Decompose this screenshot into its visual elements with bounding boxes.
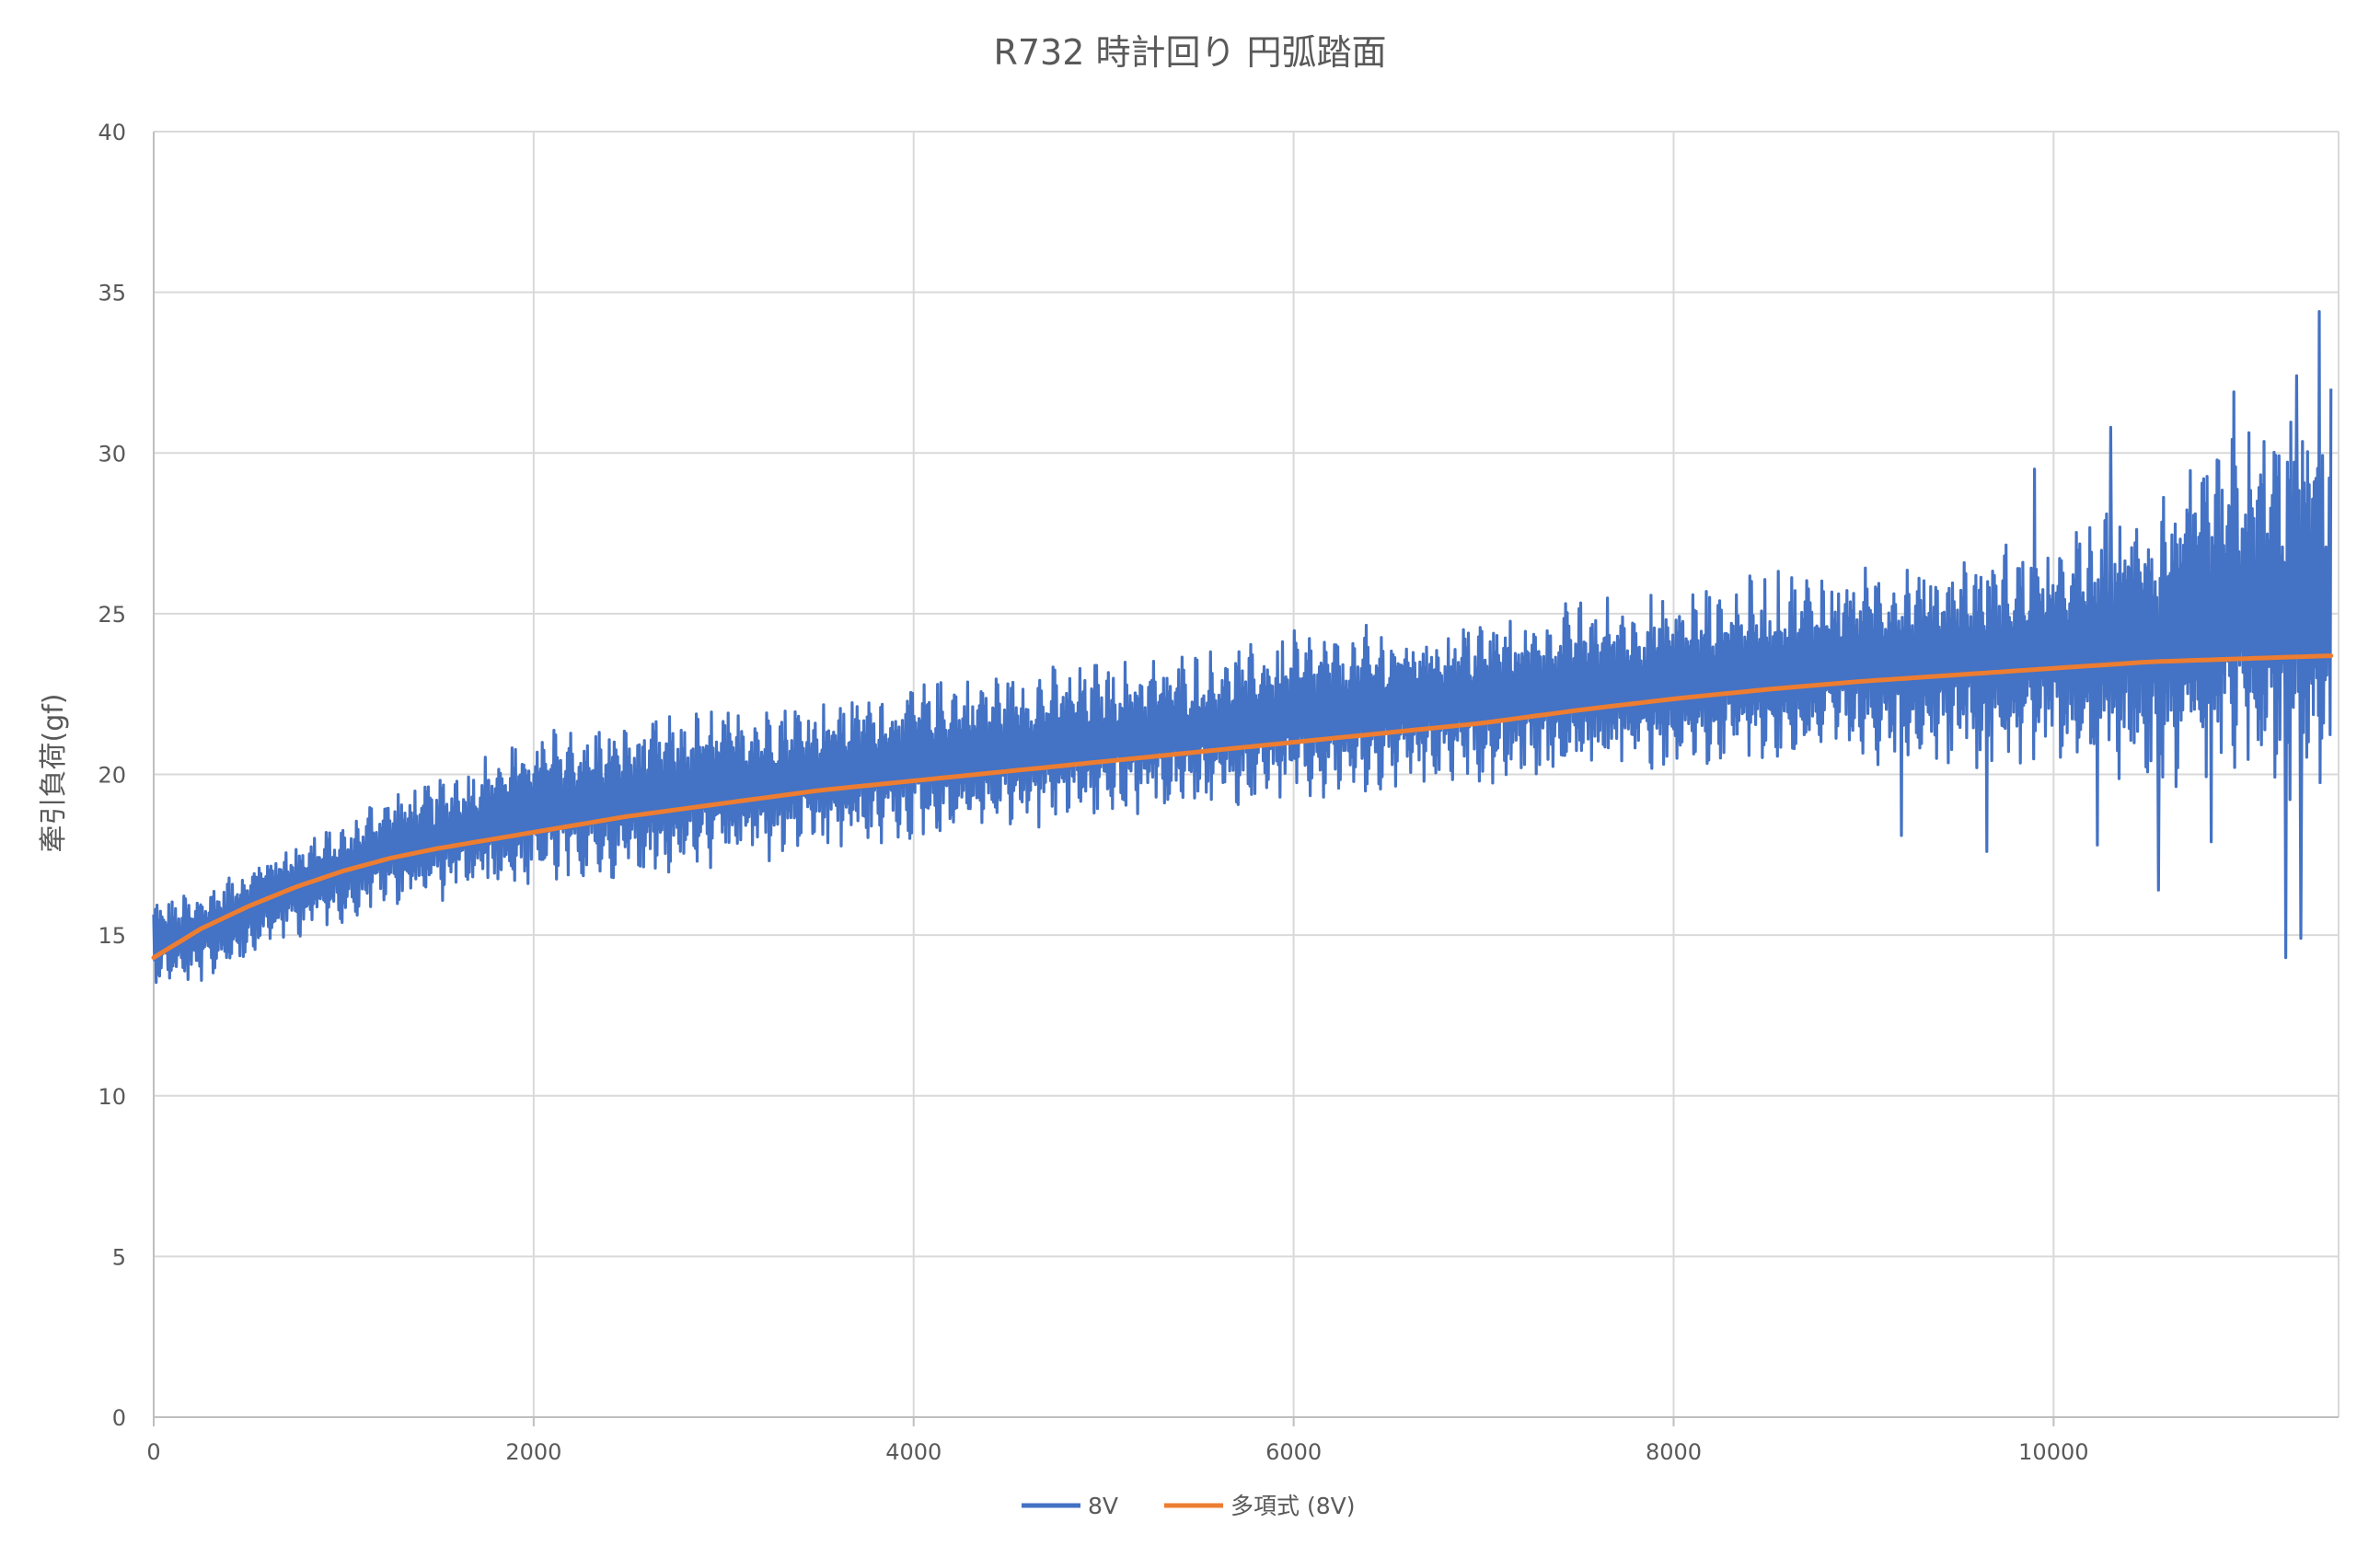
x-tick-label: 2000 xyxy=(505,1439,561,1465)
y-tick-label: 10 xyxy=(98,1084,126,1110)
x-tick-label: 4000 xyxy=(885,1439,942,1465)
gridlines xyxy=(154,131,2340,1418)
legend-label: 8V xyxy=(1088,1493,1118,1519)
legend-label: 多項式 (8V) xyxy=(1230,1493,1355,1519)
axes xyxy=(153,132,2339,1426)
chart-title: R732 時計回り 円弧踏面 xyxy=(993,32,1386,73)
x-tick-label: 8000 xyxy=(1646,1439,1702,1465)
x-tick-label: 0 xyxy=(146,1439,160,1465)
plot-area xyxy=(151,310,2334,985)
y-axis-title: 牽引負荷(gf) xyxy=(38,693,70,852)
y-tick-labels: 0 5 10 15 20 25 30 35 40 xyxy=(98,120,126,1431)
x-tick-labels: 0 2000 4000 6000 8000 10000 xyxy=(146,1439,2088,1465)
series-trendline xyxy=(151,653,2334,961)
legend-item-trendline: 多項式 (8V) xyxy=(1164,1493,1355,1519)
y-tick-label: 15 xyxy=(98,923,126,949)
legend: 8V 多項式 (8V) xyxy=(1022,1493,1355,1519)
y-tick-label: 35 xyxy=(98,281,126,306)
x-tick-label: 6000 xyxy=(1265,1439,1322,1465)
series-8v-line xyxy=(152,310,2333,985)
y-tick-label: 0 xyxy=(112,1405,126,1431)
y-tick-label: 30 xyxy=(98,441,126,467)
legend-item-8v: 8V xyxy=(1022,1493,1118,1519)
y-tick-label: 25 xyxy=(98,602,126,628)
y-tick-label: 40 xyxy=(98,120,126,145)
y-tick-label: 20 xyxy=(98,763,126,789)
x-tick-label: 10000 xyxy=(2018,1439,2088,1465)
y-tick-label: 5 xyxy=(112,1244,126,1270)
